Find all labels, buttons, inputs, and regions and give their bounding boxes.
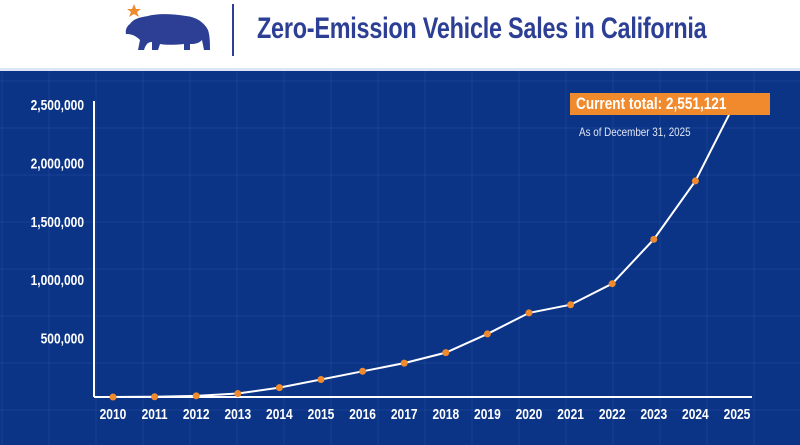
data-point-2012	[192, 392, 200, 400]
chart-title: Zero-Emission Vehicle Sales in Californi…	[257, 12, 707, 45]
as-of-date: As of December 31, 2025	[579, 125, 691, 139]
data-point-2017	[400, 359, 408, 367]
series-line	[112, 98, 738, 398]
y-tick-label: 1,500,000	[31, 214, 84, 231]
data-point-2024	[691, 177, 699, 185]
data-point-2015	[317, 375, 325, 383]
x-tick-label: 2022	[599, 406, 626, 423]
x-tick-label: 2016	[349, 406, 376, 423]
x-tick-label: 2025	[724, 406, 751, 423]
x-tick-label: 2024	[682, 406, 709, 423]
x-tick-label: 2012	[183, 406, 210, 423]
line-chart: 500,000 1,000,000 1,500,000 2,000,000 2,500,…	[0, 71, 800, 445]
california-bear-logo	[125, 4, 210, 50]
x-tick-label: 2014	[266, 406, 293, 423]
data-point-2010	[109, 393, 117, 401]
y-tick-label: 500,000	[41, 330, 84, 347]
x-tick-label: 2021	[557, 406, 584, 423]
data-point-2023	[650, 235, 658, 243]
x-tick-label: 2017	[391, 406, 418, 423]
x-tick-label: 2013	[224, 406, 251, 423]
star-icon	[127, 4, 141, 17]
x-tick-label: 2011	[142, 406, 168, 423]
header: Zero-Emission Vehicle Sales in Californi…	[0, 0, 800, 71]
x-tick-label: 2018	[432, 406, 459, 423]
data-point-2018	[442, 349, 450, 357]
data-point-2011	[151, 393, 159, 401]
data-point-2014	[275, 384, 283, 392]
x-tick-label: 2019	[474, 406, 501, 423]
data-point-2019	[483, 330, 491, 338]
x-tick-label: 2010	[100, 406, 127, 423]
x-tick-label: 2015	[308, 406, 335, 423]
y-tick-label: 2,000,000	[31, 155, 84, 172]
current-total-text: Current total: 2,551,121	[576, 94, 727, 113]
data-point-2020	[525, 309, 533, 317]
data-point-2021	[567, 301, 575, 309]
header-divider	[232, 4, 234, 56]
data-point-2016	[359, 367, 367, 375]
data-point-2013	[234, 389, 242, 397]
x-tick-label: 2020	[516, 406, 543, 423]
data-point-2022	[608, 280, 616, 288]
x-tick-label: 2023	[640, 406, 667, 423]
current-total-label: Current total: 2,551,121	[570, 93, 771, 115]
y-tick-label: 2,500,000	[31, 97, 84, 114]
y-tick-label: 1,000,000	[31, 272, 84, 289]
